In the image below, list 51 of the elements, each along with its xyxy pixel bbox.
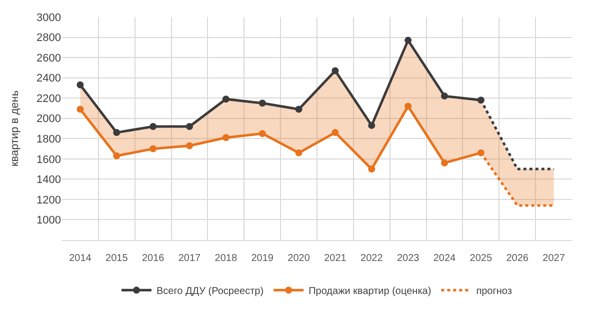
point	[186, 122, 193, 130]
y-tick-label: 1800	[36, 133, 61, 146]
x-tick-label: 2022	[360, 253, 384, 264]
point	[76, 81, 84, 88]
x-tick-label: 2014	[69, 253, 92, 264]
x-tick-label: 2017	[178, 253, 202, 264]
point	[113, 129, 120, 136]
x-tick-label: 2015	[106, 253, 128, 264]
x-tick-label: 2016	[142, 253, 165, 264]
point	[222, 96, 230, 103]
point	[295, 106, 302, 113]
point	[113, 152, 120, 160]
y-tick-label: 1400	[36, 174, 61, 186]
y-tick-label: 3000	[36, 12, 61, 24]
point	[332, 67, 339, 74]
point	[404, 36, 412, 44]
point	[441, 159, 448, 166]
legend-label: Всего ДДУ (Росреестр)	[156, 286, 264, 298]
legend-label: Продажи квартир (оценка)	[308, 286, 432, 298]
x-tick-label: 2027	[542, 253, 566, 264]
y-tick-label: 1600	[36, 154, 61, 166]
point	[332, 129, 339, 136]
y-tick-label: 2600	[36, 52, 61, 64]
point	[150, 122, 157, 130]
y-tick-label: 2800	[36, 32, 61, 44]
x-tick-label: 2019	[251, 253, 274, 264]
x-tick-label: 2025	[470, 253, 492, 264]
y-tick-label: 1200	[36, 194, 61, 206]
point	[368, 166, 376, 173]
y-axis-title: квартир в день	[9, 90, 22, 167]
point	[150, 145, 157, 152]
x-tick-label: 2023	[396, 253, 420, 264]
x-tick-label: 2021	[324, 253, 347, 264]
y-tick-label: 2400	[36, 72, 61, 85]
point	[222, 134, 230, 142]
point	[295, 149, 302, 156]
point	[258, 130, 266, 138]
legend-label: прогноз	[476, 286, 512, 298]
point	[368, 122, 376, 129]
point	[441, 92, 448, 100]
y-tick-label: 2200	[36, 92, 61, 105]
point	[258, 100, 266, 107]
x-tick-label: 2018	[214, 253, 238, 264]
y-tick-label: 2000	[36, 113, 61, 126]
x-tick-label: 2026	[506, 253, 529, 264]
x-tick-label: 2024	[433, 253, 456, 264]
y-tick-label: 1000	[36, 214, 61, 227]
point	[76, 106, 84, 113]
point	[404, 102, 412, 110]
point	[186, 142, 193, 150]
x-tick-label: 2020	[288, 253, 310, 264]
